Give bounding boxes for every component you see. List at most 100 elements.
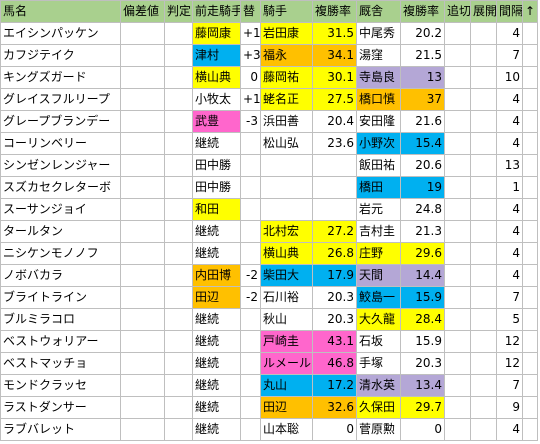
table-row: エイシンパッケン 藤岡康 +1 岩田康 31.5 中尾秀 20.2 4 bbox=[0, 22, 538, 45]
trainer-rate-cell: 13.4 bbox=[400, 374, 445, 397]
workout-cell bbox=[444, 176, 471, 199]
trainer-cell: 天間 bbox=[356, 264, 401, 287]
judgment-cell bbox=[164, 352, 193, 375]
workout-cell bbox=[444, 374, 471, 397]
workout-cell bbox=[444, 418, 471, 441]
prev-jockey-cell: 継続 bbox=[192, 374, 241, 397]
jockey-rate-cell bbox=[312, 154, 357, 177]
jockey-cell: ルメール bbox=[260, 352, 313, 375]
deviation-cell bbox=[120, 88, 165, 111]
trainer-rate-cell: 15.9 bbox=[400, 330, 445, 353]
jockey-cell: 戸崎圭 bbox=[260, 330, 313, 353]
jockey-rate-cell: 17.9 bbox=[312, 264, 357, 287]
deviation-cell bbox=[120, 44, 165, 67]
pace-cell bbox=[470, 176, 497, 199]
workout-cell bbox=[444, 66, 471, 89]
trainer-cell: 吉村圭 bbox=[356, 220, 401, 243]
horse-name-cell: モンドクラッセ bbox=[0, 374, 121, 397]
change-cell: +1 bbox=[240, 22, 261, 45]
trainer-rate-cell: 15.9 bbox=[400, 286, 445, 309]
table-row: ニシケンモノノフ 継続 横山典 26.8 庄野 29.6 4 bbox=[0, 242, 538, 265]
extra-cell bbox=[522, 308, 538, 331]
pace-cell bbox=[470, 286, 497, 309]
trainer-rate-cell: 29.7 bbox=[400, 396, 445, 419]
interval-cell: 10 bbox=[496, 66, 523, 89]
interval-cell: 4 bbox=[496, 110, 523, 133]
jockey-cell: 秋山 bbox=[260, 308, 313, 331]
header-row: 馬名 偏差値 判定 前走騎手替騎手 複勝率 厩舎 複勝率 追切 展開 間隔 ↑ bbox=[0, 0, 538, 23]
jockey-cell: 山本聡 bbox=[260, 418, 313, 441]
pace-cell bbox=[470, 242, 497, 265]
prev-jockey-cell: 田中勝 bbox=[192, 154, 241, 177]
interval-cell: 4 bbox=[496, 198, 523, 221]
header-jockey-rate: 複勝率 bbox=[312, 0, 357, 23]
horse-name-cell: ブライトライン bbox=[0, 286, 121, 309]
prev-jockey-cell: 田中勝 bbox=[192, 176, 241, 199]
pace-cell bbox=[470, 44, 497, 67]
horse-name-cell: カフジテイク bbox=[0, 44, 121, 67]
prev-jockey-cell: 武豊 bbox=[192, 110, 241, 133]
trainer-cell: 岩元 bbox=[356, 198, 401, 221]
jockey-rate-cell: 30.1 bbox=[312, 66, 357, 89]
judgment-cell bbox=[164, 264, 193, 287]
pace-cell bbox=[470, 22, 497, 45]
deviation-cell bbox=[120, 22, 165, 45]
jockey-cell: 石川裕 bbox=[260, 286, 313, 309]
change-cell bbox=[240, 220, 261, 243]
jockey-cell: 蛯名正 bbox=[260, 88, 313, 111]
prev-jockey-cell: 横山典 bbox=[192, 66, 241, 89]
table-row: カフジテイク 津村 +3 福永 34.1 湯窪 21.5 7 bbox=[0, 44, 538, 67]
horse-name-cell: コーリンベリー bbox=[0, 132, 121, 155]
header-pace: 展開 bbox=[470, 0, 497, 23]
header-sort-arrow[interactable]: ↑ bbox=[522, 0, 538, 23]
trainer-rate-cell: 24.8 bbox=[400, 198, 445, 221]
change-cell bbox=[240, 132, 261, 155]
deviation-cell bbox=[120, 396, 165, 419]
pace-cell bbox=[470, 66, 497, 89]
extra-cell bbox=[522, 88, 538, 111]
prev-jockey-cell: 内田博 bbox=[192, 264, 241, 287]
judgment-cell bbox=[164, 198, 193, 221]
table-row: コーリンベリー 継続 松山弘 23.6 小野次 15.4 4 bbox=[0, 132, 538, 155]
change-cell: -2 bbox=[240, 264, 261, 287]
horse-name-cell: ブルミラコロ bbox=[0, 308, 121, 331]
header-deviation: 偏差値 bbox=[120, 0, 165, 23]
table-row: モンドクラッセ 継続 丸山 17.2 清水英 13.4 7 bbox=[0, 374, 538, 397]
jockey-rate-cell: 32.6 bbox=[312, 396, 357, 419]
interval-cell: 4 bbox=[496, 132, 523, 155]
horse-name-cell: グレイスフルリープ bbox=[0, 88, 121, 111]
trainer-cell: 庄野 bbox=[356, 242, 401, 265]
workout-cell bbox=[444, 264, 471, 287]
prev-jockey-cell: 継続 bbox=[192, 352, 241, 375]
deviation-cell bbox=[120, 154, 165, 177]
table-row: ベストマッチョ 継続 ルメール 46.8 手塚 20.3 12 bbox=[0, 352, 538, 375]
horse-name-cell: グレープブランデー bbox=[0, 110, 121, 133]
workout-cell bbox=[444, 242, 471, 265]
judgment-cell bbox=[164, 66, 193, 89]
jockey-rate-cell: 0 bbox=[312, 418, 357, 441]
trainer-rate-cell: 14.4 bbox=[400, 264, 445, 287]
judgment-cell bbox=[164, 44, 193, 67]
jockey-cell bbox=[260, 198, 313, 221]
jockey-rate-cell: 34.1 bbox=[312, 44, 357, 67]
interval-cell: 7 bbox=[496, 286, 523, 309]
pace-cell bbox=[470, 330, 497, 353]
jockey-rate-cell: 20.3 bbox=[312, 286, 357, 309]
prev-jockey-cell: 和田 bbox=[192, 198, 241, 221]
jockey-cell: 丸山 bbox=[260, 374, 313, 397]
jockey-cell: 北村宏 bbox=[260, 220, 313, 243]
jockey-cell: 松山弘 bbox=[260, 132, 313, 155]
interval-cell: 12 bbox=[496, 330, 523, 353]
table-row: ノボバカラ 内田博 -2 柴田大 17.9 天間 14.4 4 bbox=[0, 264, 538, 287]
interval-cell: 12 bbox=[496, 352, 523, 375]
judgment-cell bbox=[164, 418, 193, 441]
table-row: キングズガード 横山典 0 藤岡祐 30.1 寺島良 13 10 bbox=[0, 66, 538, 89]
judgment-cell bbox=[164, 132, 193, 155]
prev-jockey-cell: 津村 bbox=[192, 44, 241, 67]
pace-cell bbox=[470, 264, 497, 287]
workout-cell bbox=[444, 308, 471, 331]
extra-cell bbox=[522, 176, 538, 199]
judgment-cell bbox=[164, 330, 193, 353]
prev-jockey-cell: 継続 bbox=[192, 396, 241, 419]
trainer-rate-cell: 19 bbox=[400, 176, 445, 199]
